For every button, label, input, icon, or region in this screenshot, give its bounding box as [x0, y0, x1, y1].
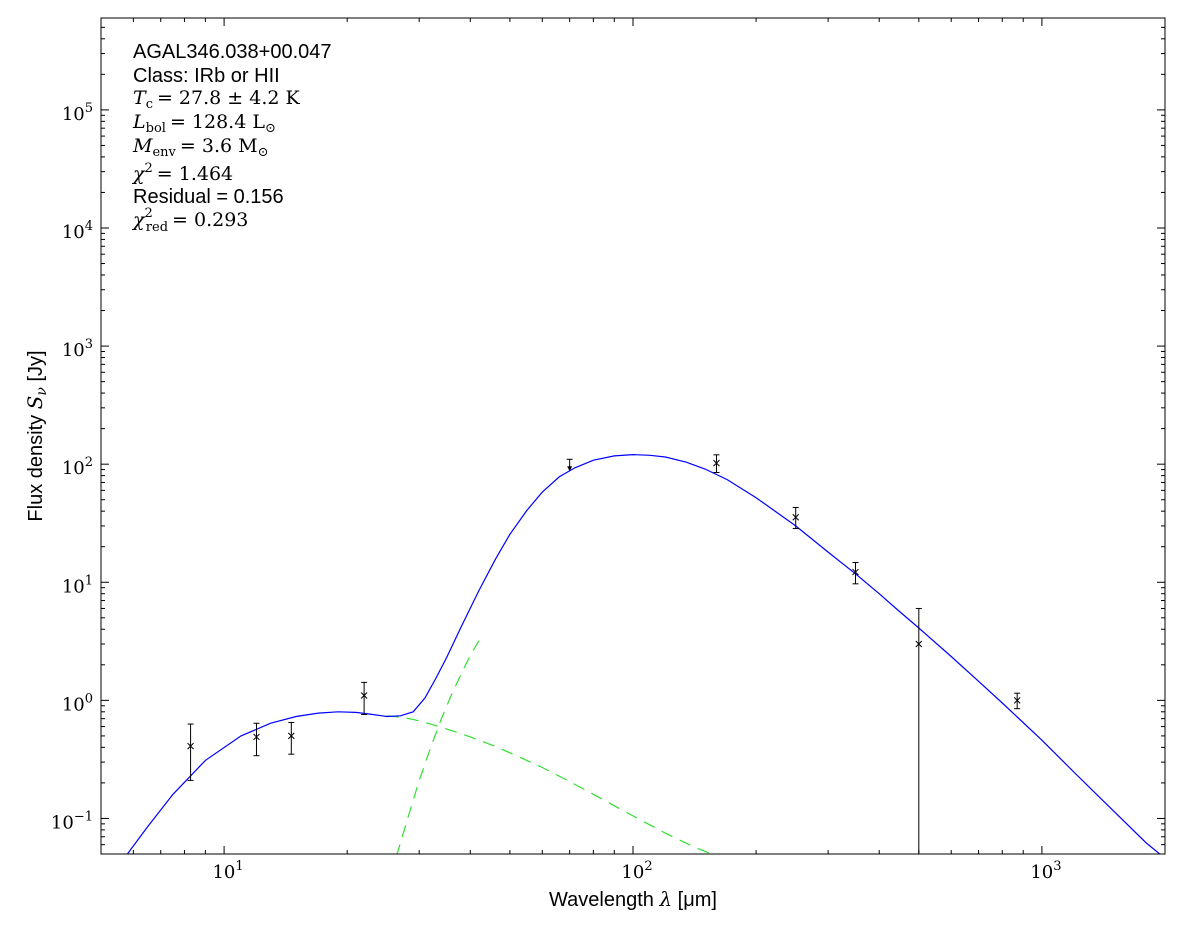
y-tick-label-base: 10 — [62, 458, 85, 479]
data-point — [915, 607, 923, 854]
point-marker — [187, 742, 194, 750]
y-tick-label-base: 10 — [51, 812, 74, 833]
chi2red-value: = 0.293 — [172, 209, 248, 231]
data-point — [792, 506, 800, 530]
x-tick-label: 103 — [1030, 859, 1061, 883]
tc-value: = 27.8 ± 4.2 K — [157, 87, 301, 109]
y-tick-label-exp: −1 — [74, 809, 93, 824]
residual-line: Residual = 0.156 — [133, 186, 284, 208]
plot-frame — [100, 17, 1166, 855]
x-tick-label-base: 10 — [212, 862, 235, 883]
x-axis-label: Wavelength λ [μm] — [549, 887, 717, 911]
menv-sub: env — [152, 145, 176, 160]
total-model-curve — [126, 453, 1161, 854]
data-point — [852, 562, 859, 585]
menv-value: = 3.6 M — [180, 135, 258, 157]
data-point — [360, 681, 368, 715]
y-tick-label: 105 — [62, 101, 93, 125]
y-tick-label: 101 — [62, 573, 93, 597]
y-tick-label-base: 10 — [62, 576, 85, 597]
y-axis-label-prefix: Flux density — [25, 409, 47, 521]
data-point — [187, 723, 194, 781]
lbol-sub: bol — [146, 121, 166, 136]
x-tick-label-base: 10 — [1030, 862, 1053, 883]
chi-symbol: χ — [131, 209, 146, 231]
x-axis-label-unit: [μm] — [672, 889, 717, 911]
y-tick-label-exp: 3 — [85, 337, 93, 352]
y-tick-label-base: 10 — [62, 694, 85, 715]
point-marker — [852, 568, 859, 576]
data-point — [1013, 692, 1021, 710]
model-curves — [126, 453, 1161, 854]
point-marker — [287, 732, 295, 740]
point-marker — [253, 733, 260, 741]
x-axis-label-prefix: Wavelength — [549, 889, 659, 911]
menv-symbol: M — [132, 135, 153, 157]
x-tick-label-exp: 1 — [235, 859, 243, 874]
source-name: AGAL346.038+00.047 — [133, 41, 332, 63]
y-tick-label: 102 — [62, 455, 93, 479]
y-tick-label: 103 — [62, 337, 93, 361]
point-marker — [713, 459, 720, 467]
lbol-value: = 128.4 L — [170, 111, 265, 133]
menv-line: Menv = 3.6 M⊙ — [132, 135, 268, 160]
lbol-line: Lbol = 128.4 L⊙ — [132, 111, 276, 136]
x-tick-label: 101 — [212, 859, 243, 883]
data-point — [713, 454, 720, 474]
y-axis-label: Flux density Sν [Jy] — [23, 350, 50, 521]
warm-component-curve — [386, 715, 713, 854]
tc-sub: c — [146, 97, 153, 112]
y-tick-label-base: 10 — [62, 340, 85, 361]
class-line: Class: IRb or HII — [133, 65, 280, 87]
x-tick-label-exp: 2 — [644, 859, 652, 874]
y-tick-label-exp: 4 — [85, 219, 93, 234]
fit-annotation: AGAL346.038+00.047 Class: IRb or HII Tc =… — [131, 41, 332, 235]
y-tick-label: 10−1 — [51, 809, 93, 833]
y-axis-label-sub: ν — [34, 387, 50, 396]
chi2-line: χ2 = 1.464 — [131, 161, 233, 185]
chi-symbol: χ — [131, 163, 146, 185]
y-tick-label-base: 10 — [62, 222, 85, 243]
y-tick-label: 100 — [62, 691, 93, 715]
upper-limit-arrow — [567, 466, 573, 472]
y-tick-label-exp: 0 — [85, 691, 93, 706]
chi-sup: 2 — [145, 161, 153, 176]
chi2red-line: χ2 red = 0.293 — [131, 206, 248, 235]
x-tick-label-exp: 3 — [1053, 859, 1061, 874]
x-axis-label-symbol: λ — [658, 887, 672, 911]
upper-limit-point — [566, 458, 573, 472]
chi-sup: 2 — [145, 206, 153, 221]
point-marker — [360, 692, 368, 699]
tc-line: Tc = 27.8 ± 4.2 K — [133, 87, 300, 112]
data-point — [253, 722, 260, 757]
y-axis-label-symbol: S — [23, 396, 47, 410]
tc-symbol: T — [133, 87, 147, 109]
sun-symbol: ⊙ — [265, 121, 276, 136]
y-tick-label-base: 10 — [62, 104, 85, 125]
chi-red-sub: red — [146, 220, 168, 235]
point-marker — [792, 513, 800, 521]
sun-symbol: ⊙ — [258, 145, 269, 160]
x-tick-label: 102 — [621, 859, 652, 883]
cold-component-curve — [396, 640, 480, 854]
data-points — [187, 454, 1021, 854]
chi2-value: = 1.464 — [157, 163, 233, 185]
y-tick-label-exp: 1 — [85, 573, 93, 588]
y-axis-label-unit: [Jy] — [25, 350, 47, 387]
data-point — [287, 721, 295, 755]
y-tick-label: 104 — [62, 219, 93, 243]
y-tick-label-exp: 2 — [85, 455, 93, 470]
point-marker — [1013, 697, 1021, 704]
point-marker — [915, 640, 923, 648]
x-tick-label-base: 10 — [621, 862, 644, 883]
y-tick-label-exp: 5 — [85, 101, 93, 116]
lbol-symbol: L — [132, 111, 146, 133]
